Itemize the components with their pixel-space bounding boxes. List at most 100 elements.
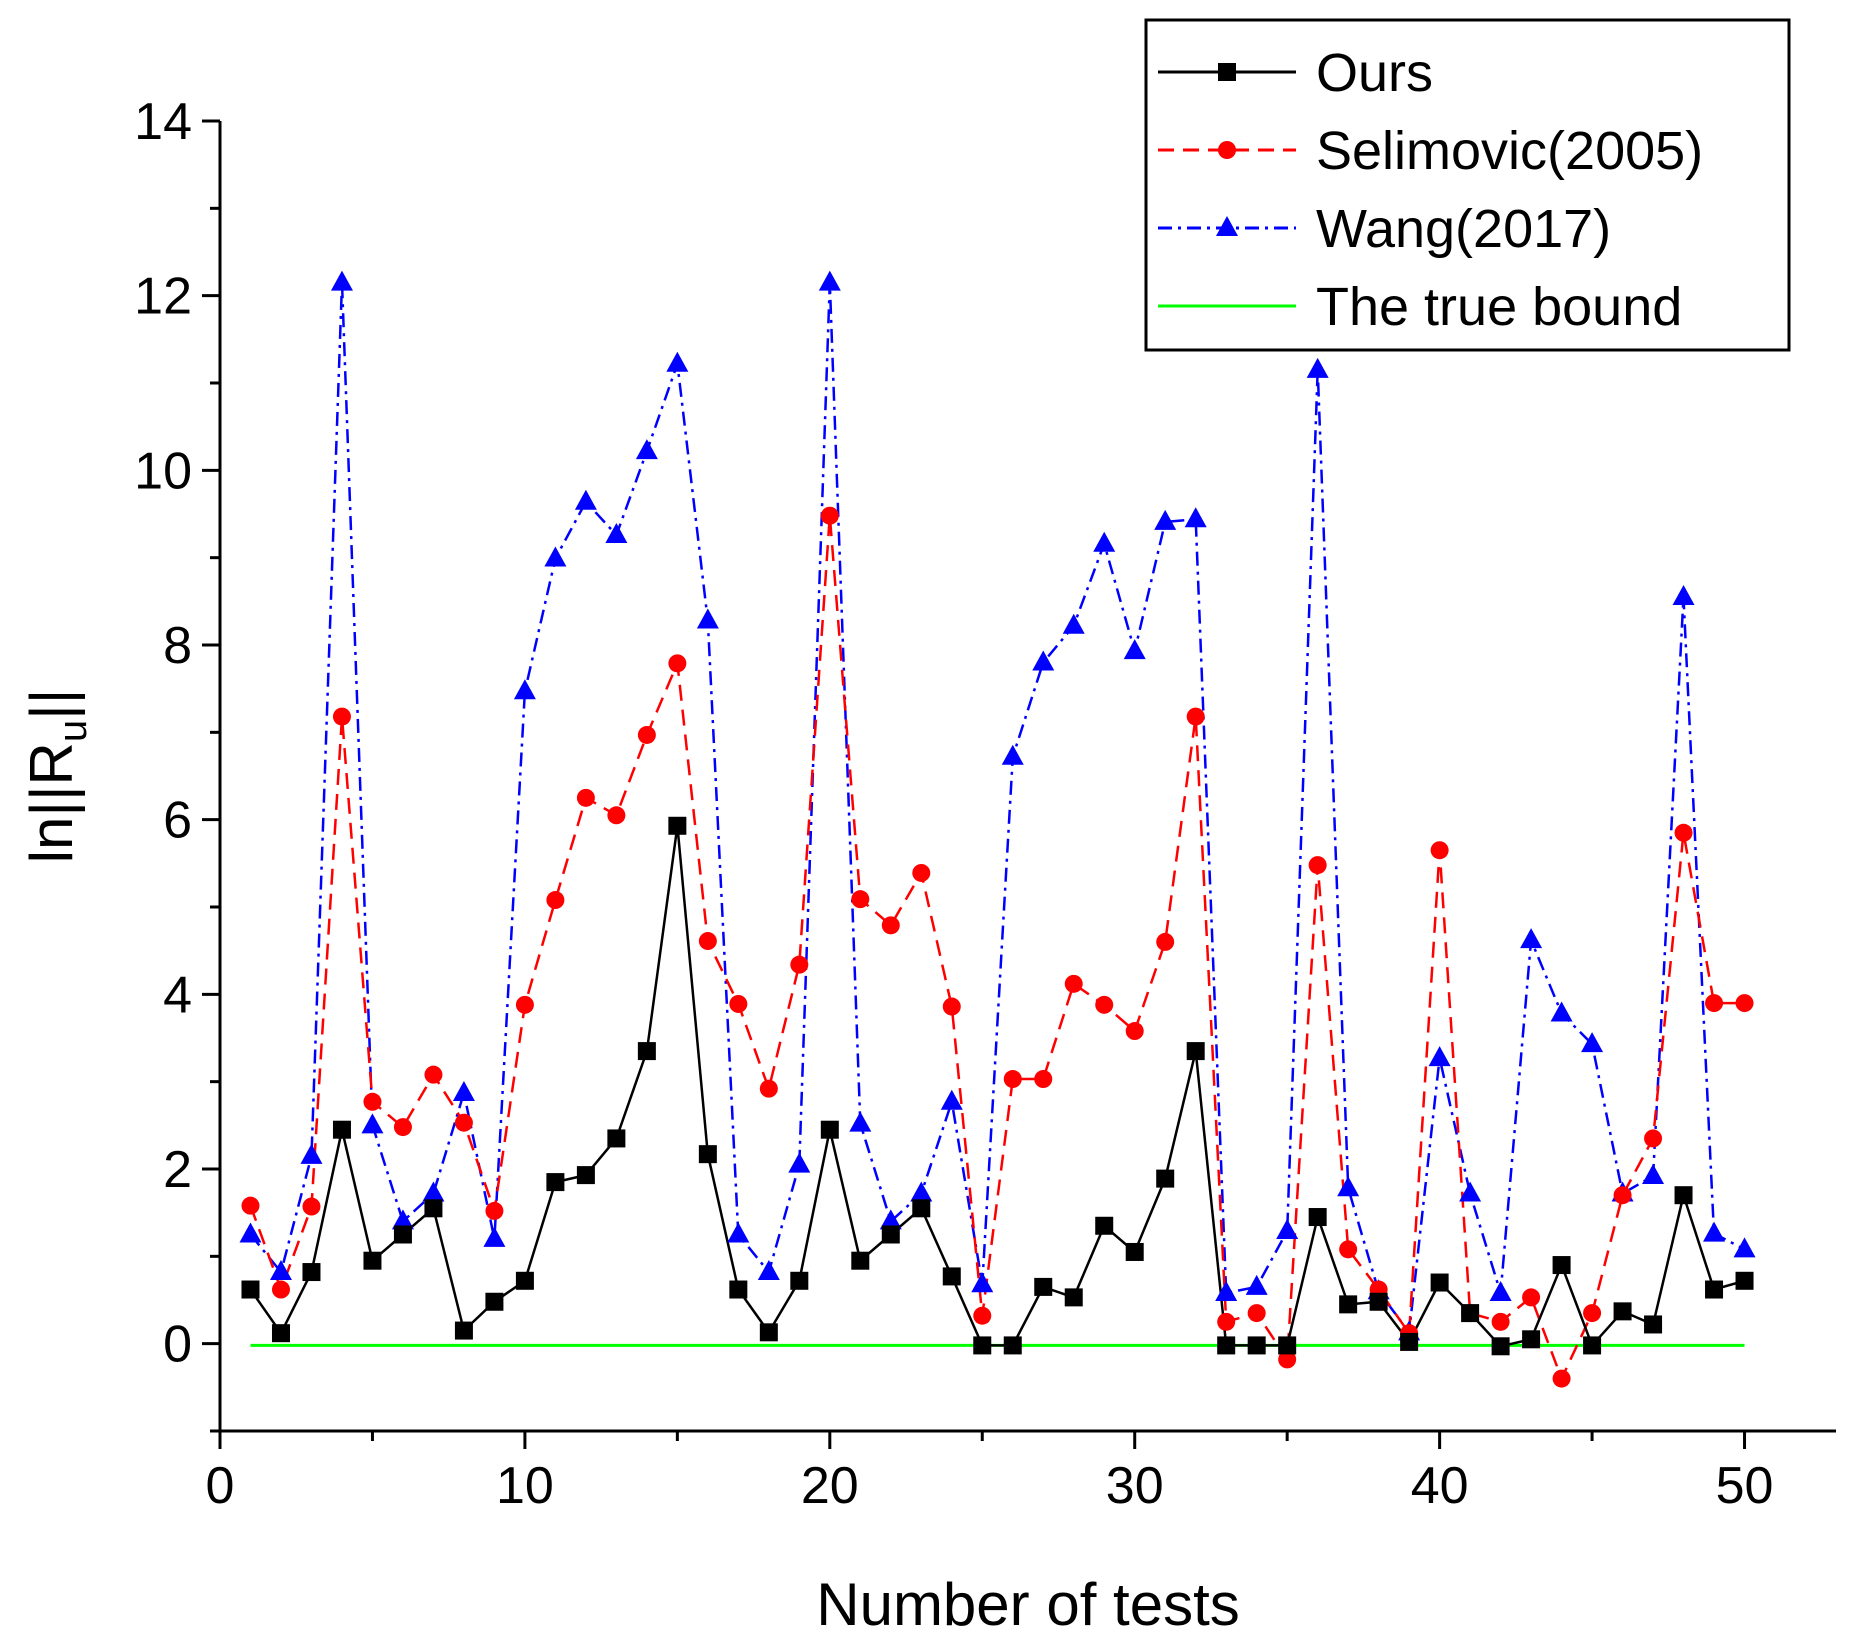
data-point-ours xyxy=(1522,1330,1541,1349)
x-tick-label: 30 xyxy=(1106,1457,1164,1515)
x-tick-label: 10 xyxy=(496,1457,554,1515)
data-point-selimovic-2005 xyxy=(363,1092,382,1111)
data-point-selimovic-2005 xyxy=(1217,1312,1236,1331)
data-point-selimovic-2005 xyxy=(637,725,656,744)
x-tick-label: 40 xyxy=(1411,1457,1469,1515)
data-point-ours xyxy=(1552,1256,1571,1275)
data-point-wang-2017 xyxy=(605,522,628,543)
data-point-ours xyxy=(942,1267,961,1286)
data-point-selimovic-2005 xyxy=(1522,1288,1541,1307)
legend-marker-selimovic-2005 xyxy=(1218,141,1236,159)
y-tick-label: 2 xyxy=(163,1141,192,1199)
data-point-wang-2017 xyxy=(1672,584,1695,605)
data-point-ours xyxy=(1369,1292,1388,1311)
data-point-selimovic-2005 xyxy=(454,1113,473,1132)
data-point-ours xyxy=(1339,1295,1358,1314)
data-point-wang-2017 xyxy=(422,1181,445,1202)
data-point-selimovic-2005 xyxy=(912,863,931,882)
data-point-wang-2017 xyxy=(757,1260,780,1281)
data-point-wang-2017 xyxy=(879,1209,902,1230)
data-point-ours xyxy=(1674,1186,1693,1205)
data-point-ours xyxy=(332,1120,351,1139)
data-point-ours xyxy=(668,816,687,835)
data-point-ours xyxy=(881,1225,900,1244)
data-point-wang-2017 xyxy=(1520,928,1543,949)
data-point-ours xyxy=(698,1145,717,1164)
data-point-selimovic-2005 xyxy=(424,1065,443,1084)
data-point-ours xyxy=(820,1120,839,1139)
data-point-wang-2017 xyxy=(330,270,353,291)
data-point-wang-2017 xyxy=(727,1222,750,1243)
data-point-wang-2017 xyxy=(1276,1219,1299,1240)
data-point-selimovic-2005 xyxy=(1186,707,1205,726)
y-tick-label: 6 xyxy=(163,792,192,850)
x-tick-label: 50 xyxy=(1716,1457,1774,1515)
data-point-selimovic-2005 xyxy=(698,932,717,951)
series-line-wang-2017 xyxy=(249,281,1746,1334)
data-point-wang-2017 xyxy=(940,1089,963,1110)
data-point-selimovic-2005 xyxy=(576,788,595,807)
data-point-ours xyxy=(363,1251,382,1270)
data-point-selimovic-2005 xyxy=(1339,1240,1358,1259)
data-point-wang-2017 xyxy=(1245,1274,1268,1295)
y-axis-title-subscript: u xyxy=(51,720,95,742)
data-point-ours xyxy=(1003,1336,1022,1355)
data-point-selimovic-2005 xyxy=(729,994,748,1013)
data-point-selimovic-2005 xyxy=(1156,932,1175,951)
data-point-wang-2017 xyxy=(1550,1001,1573,1022)
data-point-ours xyxy=(1400,1332,1419,1351)
data-point-wang-2017 xyxy=(1001,744,1024,765)
legend-marker-wang-2017 xyxy=(1216,216,1238,236)
data-point-ours xyxy=(424,1199,443,1218)
data-point-selimovic-2005 xyxy=(1491,1312,1510,1331)
data-point-selimovic-2005 xyxy=(942,997,961,1016)
data-point-ours xyxy=(1308,1208,1327,1227)
data-point-wang-2017 xyxy=(483,1226,506,1247)
data-point-wang-2017 xyxy=(544,546,567,567)
data-point-ours xyxy=(393,1225,412,1244)
series-line-ours xyxy=(249,824,1745,1348)
data-point-selimovic-2005 xyxy=(302,1197,321,1216)
data-point-selimovic-2005 xyxy=(973,1306,992,1325)
data-point-wang-2017 xyxy=(574,489,597,510)
data-point-ours xyxy=(729,1280,748,1299)
data-point-ours xyxy=(637,1042,656,1061)
y-tick-label: 4 xyxy=(163,966,192,1024)
data-point-ours xyxy=(851,1251,870,1270)
data-point-ours xyxy=(576,1166,595,1185)
data-point-selimovic-2005 xyxy=(1247,1304,1266,1323)
data-point-ours xyxy=(1095,1216,1114,1235)
y-tick-label: 14 xyxy=(134,93,192,151)
y-axis-title-main: ln||R xyxy=(18,742,85,863)
data-point-selimovic-2005 xyxy=(546,891,565,910)
data-point-selimovic-2005 xyxy=(1705,994,1724,1013)
data-point-wang-2017 xyxy=(1733,1237,1756,1258)
data-point-wang-2017 xyxy=(1489,1281,1512,1302)
data-point-selimovic-2005 xyxy=(1095,995,1114,1014)
data-point-wang-2017 xyxy=(1184,507,1207,528)
data-point-ours xyxy=(759,1323,778,1342)
y-tick-label: 12 xyxy=(134,268,192,326)
data-point-ours xyxy=(1247,1336,1266,1355)
data-point-wang-2017 xyxy=(239,1222,262,1243)
x-axis-title: Number of tests xyxy=(816,1571,1240,1634)
data-point-wang-2017 xyxy=(635,439,658,460)
data-point-ours xyxy=(302,1263,321,1282)
data-point-ours xyxy=(1644,1315,1663,1334)
data-point-ours xyxy=(1156,1169,1175,1188)
data-point-selimovic-2005 xyxy=(1674,823,1693,842)
data-point-wang-2017 xyxy=(788,1152,811,1173)
y-tick-label: 10 xyxy=(134,442,192,500)
data-point-wang-2017 xyxy=(269,1260,292,1281)
legend-label-wang-2017: Wang(2017) xyxy=(1316,199,1611,259)
data-point-wang-2017 xyxy=(1581,1032,1604,1053)
data-point-selimovic-2005 xyxy=(485,1201,504,1220)
data-point-selimovic-2005 xyxy=(1430,841,1449,860)
data-point-selimovic-2005 xyxy=(1034,1070,1053,1089)
y-tick-label: 0 xyxy=(163,1316,192,1374)
data-point-selimovic-2005 xyxy=(515,995,534,1014)
data-point-ours xyxy=(241,1280,260,1299)
data-point-selimovic-2005 xyxy=(1552,1369,1571,1388)
data-point-wang-2017 xyxy=(666,351,689,372)
data-point-wang-2017 xyxy=(513,679,536,700)
